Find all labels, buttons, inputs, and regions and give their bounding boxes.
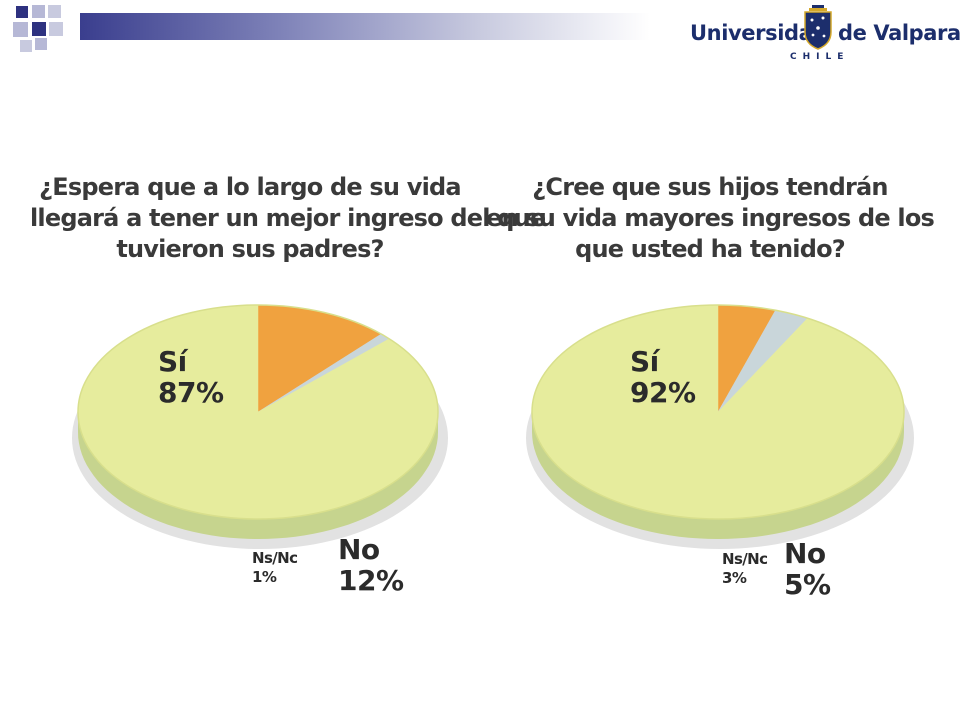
chart-left: ¿Espera que a lo largo de su vida llegar… [30,172,546,596]
chart-left-label-si-value: 87% [158,376,224,409]
corner-square-light-2 [48,5,61,18]
pie-slice-si [531,304,905,520]
chart-left-title-line-3: tuvieron sus padres? [116,235,384,263]
pie-side-si [532,412,904,539]
header-gradient-bar [80,13,650,40]
corner-square-dark-1 [16,6,28,18]
chart-right-label-no-name: No [784,537,826,570]
slide-header: Universidad de Valparaíso CHILE [0,0,960,70]
corner-square-light-3 [13,22,28,37]
chart-right-label-si: Sí 92% [630,346,696,408]
chart-left-label-no: No 12% [338,534,404,596]
chart-left-label-ns-name: Ns/Nc [252,549,298,567]
chart-right-pie [526,304,914,549]
chart-left-title: ¿Espera que a lo largo de su vida llegar… [30,172,546,265]
university-logo: Universidad de Valparaíso CHILE [690,4,960,66]
pie-side-si [78,412,438,539]
chart-left-label-si-name: Sí [158,345,187,378]
chart-right-label-ns-value: 3% [722,569,747,587]
chart-left-label-no-value: 12% [338,564,404,597]
chart-left-label-si: Sí 87% [158,346,224,408]
corner-square-light-4 [49,22,63,36]
chart-right-title-line-2: en su vida mayores ingresos de los [485,204,935,232]
chart-right-title-line-3: que usted ha tenido? [575,235,846,263]
corner-square-light-5 [20,40,32,52]
chart-right-label-ns-name: Ns/Nc [722,550,768,568]
corner-square-dark-2 [32,22,46,36]
corner-square-light-1 [32,5,45,18]
corner-square-light-6 [35,38,47,50]
pie-rim [77,304,439,520]
chart-right-label-no-value: 5% [784,568,831,601]
chart-left-label-ns: Ns/Nc 1% [252,549,298,587]
chart-right: ¿Cree que sus hijos tendrán en su vida m… [480,0,960,720]
chart-right-title: ¿Cree que sus hijos tendrán en su vida m… [480,172,940,265]
pie-rim [531,304,905,520]
chart-left-label-ns-value: 1% [252,568,277,586]
crest-icon [804,5,832,50]
chart-right-label-si-name: Sí [630,345,659,378]
chart-left-pie [72,304,448,549]
chart-right-label-ns: Ns/Nc 3% [722,550,768,588]
chart-right-title-line-1: ¿Cree que sus hijos tendrán [532,173,888,201]
logo-subtitle: CHILE [790,52,850,62]
chart-right-label-no: No 5% [784,538,831,600]
chart-right-label-si-value: 92% [630,376,696,409]
logo-text-right: de Valparaíso [838,21,960,45]
chart-left-label-no-name: No [338,533,380,566]
chart-left-title-line-2: llegará a tener un mejor ingreso del que [30,204,546,232]
chart-left-title-line-1: ¿Espera que a lo largo de su vida [39,173,461,201]
